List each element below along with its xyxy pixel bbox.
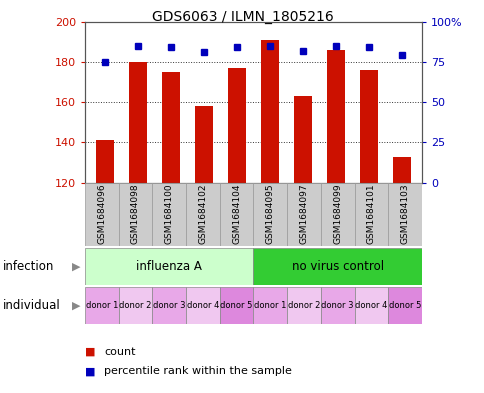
Bar: [128, 62, 147, 183]
Bar: [95, 140, 114, 183]
Text: GSM1684100: GSM1684100: [164, 184, 173, 244]
Bar: [354, 183, 387, 246]
Text: GSM1684101: GSM1684101: [366, 184, 375, 244]
Bar: [185, 183, 219, 246]
Bar: [359, 70, 378, 183]
Text: ■: ■: [85, 347, 95, 357]
Text: percentile rank within the sample: percentile rank within the sample: [104, 366, 291, 376]
Bar: [152, 183, 185, 246]
Text: GSM1684095: GSM1684095: [265, 184, 274, 244]
Text: donor 4: donor 4: [354, 301, 387, 310]
Text: donor 2: donor 2: [287, 301, 319, 310]
Bar: [227, 68, 245, 183]
Text: donor 3: donor 3: [321, 301, 353, 310]
Text: GSM1684097: GSM1684097: [299, 184, 308, 244]
Text: donor 1: donor 1: [254, 301, 286, 310]
Text: donor 2: donor 2: [119, 301, 151, 310]
Text: GSM1684102: GSM1684102: [198, 184, 207, 244]
Text: donor 5: donor 5: [220, 301, 252, 310]
Bar: [354, 287, 387, 324]
Bar: [85, 248, 253, 285]
Bar: [287, 183, 320, 246]
Text: donor 1: donor 1: [85, 301, 118, 310]
Bar: [253, 248, 421, 285]
Text: ▶: ▶: [72, 261, 80, 271]
Bar: [392, 156, 410, 183]
Text: influenza A: influenza A: [136, 260, 202, 273]
Text: no virus control: no virus control: [291, 260, 383, 273]
Text: donor 4: donor 4: [186, 301, 219, 310]
Bar: [320, 287, 354, 324]
Bar: [387, 183, 421, 246]
Text: GSM1684104: GSM1684104: [231, 184, 241, 244]
Bar: [287, 287, 320, 324]
Text: GSM1684096: GSM1684096: [97, 184, 106, 244]
Bar: [85, 287, 118, 324]
Text: ▶: ▶: [72, 301, 80, 310]
Bar: [161, 72, 180, 183]
Text: GSM1684103: GSM1684103: [400, 184, 409, 244]
Bar: [253, 287, 287, 324]
Bar: [293, 96, 311, 183]
Text: individual: individual: [2, 299, 60, 312]
Bar: [219, 287, 253, 324]
Bar: [326, 50, 345, 183]
Text: infection: infection: [2, 260, 54, 273]
Text: GSM1684098: GSM1684098: [131, 184, 140, 244]
Bar: [219, 183, 253, 246]
Text: donor 5: donor 5: [388, 301, 421, 310]
Bar: [152, 287, 185, 324]
Bar: [118, 287, 152, 324]
Bar: [118, 183, 152, 246]
Bar: [320, 183, 354, 246]
Bar: [253, 183, 287, 246]
Text: GSM1684099: GSM1684099: [333, 184, 342, 244]
Bar: [387, 287, 421, 324]
Bar: [260, 40, 278, 183]
Text: donor 3: donor 3: [152, 301, 185, 310]
Bar: [195, 106, 212, 183]
Bar: [185, 287, 219, 324]
Text: count: count: [104, 347, 136, 357]
Text: ■: ■: [85, 366, 95, 376]
Bar: [85, 183, 118, 246]
Text: GDS6063 / ILMN_1805216: GDS6063 / ILMN_1805216: [151, 10, 333, 24]
